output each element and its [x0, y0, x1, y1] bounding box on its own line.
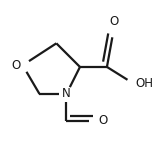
Text: O: O [12, 59, 21, 72]
Text: O: O [109, 15, 118, 28]
Text: N: N [62, 87, 71, 100]
Text: OH: OH [136, 77, 154, 90]
Text: O: O [99, 114, 108, 127]
